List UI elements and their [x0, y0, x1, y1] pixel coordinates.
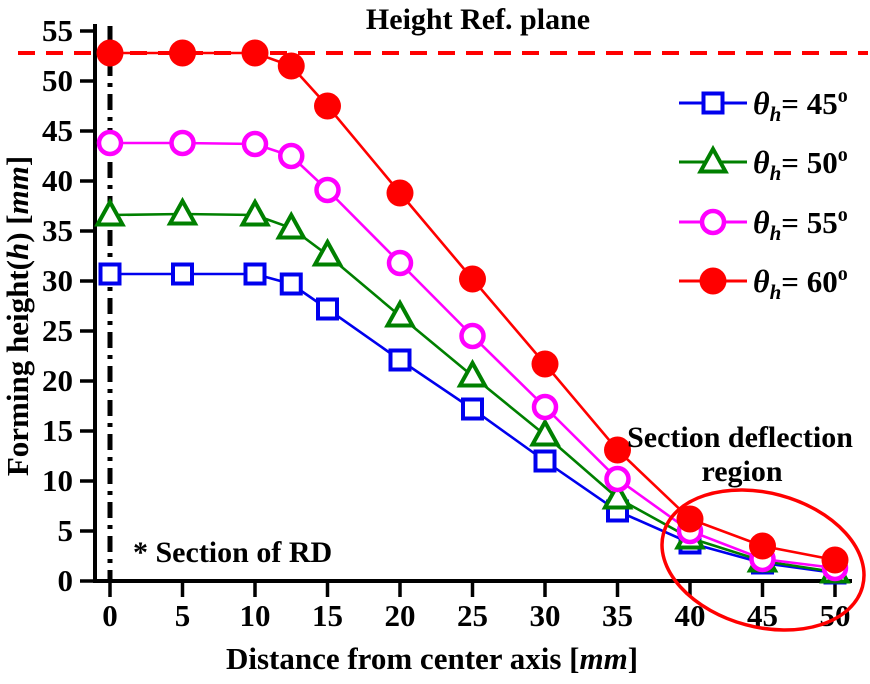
- series-theta-50-marker: [311, 237, 344, 267]
- legend-label: θh= 60o: [753, 263, 848, 304]
- series-theta-50: [94, 196, 851, 584]
- series-theta-50-marker: [275, 210, 308, 240]
- series-theta-50-marker: [384, 298, 416, 328]
- series-theta-45-marker: [461, 397, 484, 421]
- y-tick-label: 35: [42, 213, 73, 248]
- legend-marker: [699, 208, 727, 236]
- series-theta-60-marker: [96, 39, 124, 67]
- series-theta-45-marker: [243, 262, 267, 286]
- legend-item-theta-60: θh= 60o: [679, 263, 848, 304]
- series-theta-50-marker: [456, 358, 489, 388]
- section-deflection-label-line1: Section deflection: [627, 421, 853, 454]
- series-theta-60-marker: [241, 39, 269, 67]
- legend-item-theta-55: θh= 55o: [679, 204, 848, 245]
- y-tick-label: 15: [42, 413, 73, 448]
- y-tick-label: 10: [42, 463, 73, 498]
- legend-marker: [699, 267, 727, 295]
- legend: θh= 45o θh= 50o θh= 55o θh= 60o: [679, 85, 848, 304]
- y-tick-label: 25: [42, 313, 73, 348]
- series-theta-60-marker: [821, 546, 849, 574]
- series-theta-45-marker: [533, 449, 557, 473]
- series-theta-60-marker: [277, 52, 305, 80]
- y-tick-label: 40: [42, 163, 73, 198]
- series-theta-60-marker: [169, 39, 196, 67]
- y-tick-label: 30: [42, 263, 73, 298]
- series-theta-55-marker: [241, 130, 269, 158]
- series-theta-60-marker: [531, 350, 559, 378]
- section-of-rd-note: * Section of RD: [133, 536, 332, 569]
- series-theta-60-marker: [749, 532, 776, 560]
- series-theta-55-marker: [278, 142, 305, 170]
- legend-marker: [697, 144, 729, 174]
- series-theta-50-marker: [529, 417, 561, 447]
- y-tick-label: 20: [42, 363, 73, 398]
- x-tick-label: 0: [102, 598, 118, 633]
- x-axis-label: Distance from center axis [mm]: [226, 641, 638, 676]
- series-theta-55-marker: [604, 465, 631, 493]
- series-theta-45-marker: [98, 262, 122, 286]
- legend-label: θh= 45o: [753, 85, 848, 126]
- series-theta-60-marker: [314, 92, 341, 120]
- series-theta-60-marker: [386, 179, 414, 207]
- legend-label: θh= 55o: [753, 204, 848, 245]
- series-theta-50-marker: [601, 480, 634, 510]
- series-theta-55-marker: [531, 393, 559, 421]
- y-tick-label: 55: [42, 13, 73, 48]
- series-theta-45-marker: [171, 262, 194, 286]
- height-ref-plane-label: Height Ref. plane: [366, 3, 590, 36]
- y-tick-label: 0: [58, 563, 74, 598]
- x-tick-label: 5: [175, 598, 191, 633]
- legend-item-theta-45: θh= 45o: [679, 85, 848, 126]
- x-tick-label: 15: [312, 598, 343, 633]
- series-theta-55-marker: [314, 176, 341, 204]
- legend-label: θh= 50o: [753, 144, 848, 185]
- y-tick-label: 50: [42, 63, 73, 98]
- series-theta-55-marker: [96, 129, 124, 157]
- x-tick-label: 10: [240, 598, 271, 633]
- series-theta-50-line: [109, 212, 836, 574]
- y-axis-label: Forming height(h) [mm]: [0, 156, 35, 476]
- x-tick-label: 25: [457, 598, 488, 633]
- series-theta-50-marker: [239, 197, 271, 227]
- series-theta-60: [96, 39, 849, 574]
- y-tick-label: 5: [58, 513, 74, 548]
- series-theta-50-marker: [166, 196, 199, 226]
- series-theta-55-marker: [459, 322, 486, 350]
- series-theta-60-marker: [604, 436, 631, 464]
- legend-item-theta-50: θh= 50o: [679, 144, 848, 185]
- series-theta-55-marker: [169, 129, 196, 157]
- x-tick-label: 20: [385, 598, 416, 633]
- y-tick-label: 45: [42, 113, 73, 148]
- series-theta-45-marker: [279, 272, 303, 296]
- series-theta-60-marker: [676, 505, 704, 533]
- x-tick-label: 30: [530, 598, 561, 633]
- series-theta-50-marker: [94, 197, 126, 227]
- legend-marker: [701, 91, 725, 115]
- series-theta-55-marker: [386, 249, 414, 277]
- x-tick-label: 35: [602, 598, 633, 633]
- section-deflection-label-line2: region: [701, 455, 782, 488]
- x-tick-label: 50: [820, 598, 851, 633]
- deflection-region-ellipse: [660, 488, 866, 632]
- series-theta-55: [96, 129, 849, 582]
- series-theta-60-marker: [459, 265, 486, 293]
- series-theta-45-marker: [316, 297, 339, 321]
- series-theta-45-marker: [388, 348, 412, 372]
